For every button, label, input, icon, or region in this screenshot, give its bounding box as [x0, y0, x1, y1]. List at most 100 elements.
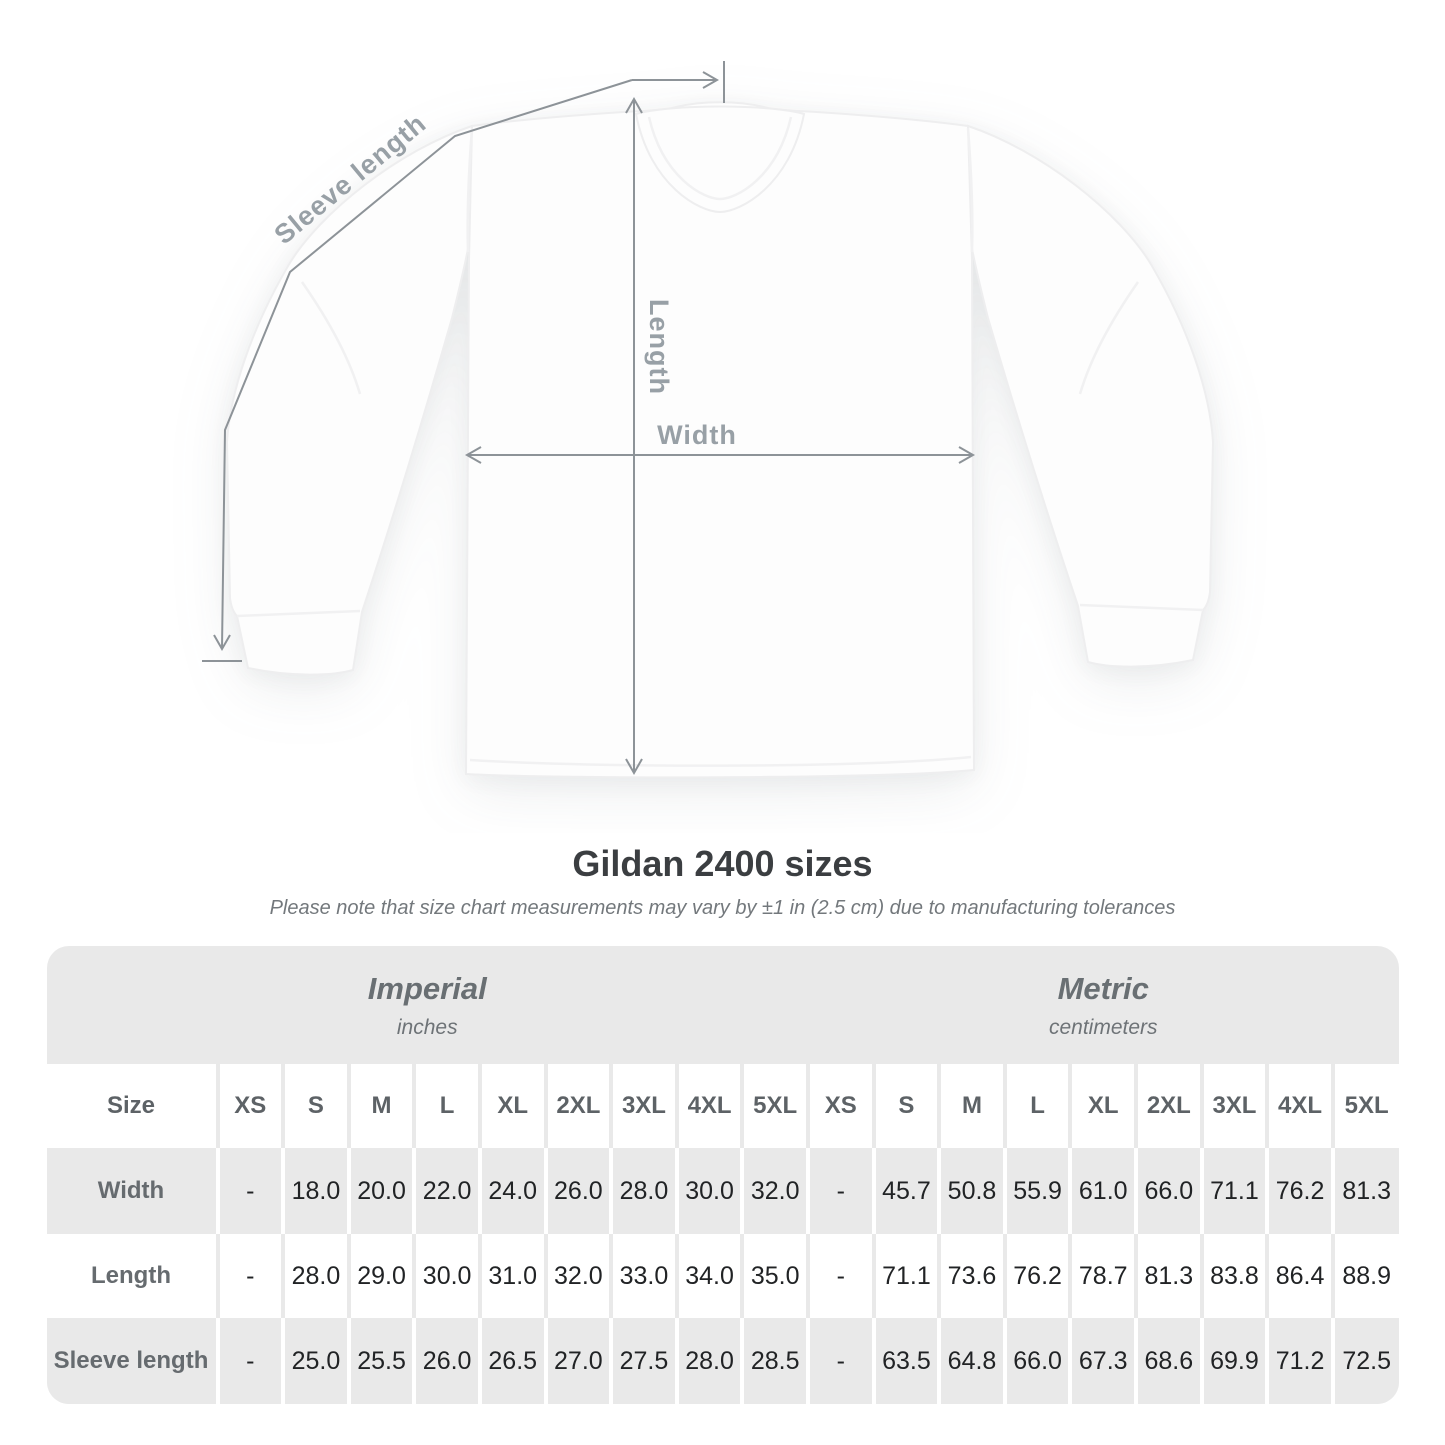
measurement-value: 26.0	[543, 1148, 612, 1234]
size-chart-card: Imperial inches Metric centimeters Size …	[46, 946, 1399, 1404]
shirt-measurement-figure: Sleeve length Length Width	[202, 61, 1215, 779]
measurement-value: 71.2	[1265, 1318, 1333, 1404]
size-col-header: XL	[1068, 1064, 1137, 1148]
measurement-value: -	[215, 1318, 284, 1404]
measurement-value: 81.3	[1134, 1234, 1202, 1318]
size-col-header: S	[871, 1064, 940, 1148]
measurement-value: 78.7	[1068, 1234, 1137, 1318]
size-label: Size	[106, 1092, 156, 1119]
size-col-header: 2XL	[543, 1064, 612, 1148]
measurement-value: 32.0	[543, 1234, 612, 1318]
measurement-value: 22.0	[412, 1148, 480, 1234]
measurement-value: 68.6	[1134, 1318, 1202, 1404]
measurement-value: 25.0	[281, 1318, 349, 1404]
imperial-group-title: Imperial	[367, 970, 487, 1006]
measurement-value: 26.5	[477, 1318, 546, 1404]
measurement-value: -	[805, 1234, 874, 1318]
measurement-value: 18.0	[281, 1148, 349, 1234]
shirt-collar	[634, 105, 806, 214]
left-sleeve-fold	[300, 281, 362, 395]
measurement-value: 28.0	[281, 1234, 349, 1318]
width-arrow	[464, 446, 976, 464]
measurement-value: 31.0	[477, 1234, 546, 1318]
metric-group-unit: centimeters	[1048, 1015, 1158, 1039]
row-label: Sleeve length	[53, 1347, 209, 1374]
size-table-body: Width -18.0 20.0 22.0 24.0 26.0 28.0 30.0 32.0-4…	[46, 1148, 1399, 1404]
size-col-header: L	[1002, 1064, 1071, 1148]
measurement-value: 27.0	[543, 1318, 612, 1404]
page-title: Gildan 2400 sizes	[572, 843, 873, 884]
measurement-value: 76.2	[1002, 1234, 1071, 1318]
measurement-row: Sleeve length -25.0 25.5 26.0 26.5 27.0 27.5 28…	[46, 1318, 1399, 1404]
size-col-header: 5XL	[1330, 1064, 1399, 1148]
measurement-value: 86.4	[1265, 1234, 1333, 1318]
measurement-value: 66.0	[1002, 1318, 1071, 1404]
length-arrow	[625, 96, 643, 776]
metric-group-header: Metric centimeters	[808, 946, 1399, 1064]
width-label: Width	[657, 420, 737, 450]
measurement-value: 55.9	[1002, 1148, 1071, 1234]
measurement-value: 28.0	[609, 1148, 677, 1234]
measurement-value: 71.1	[871, 1234, 940, 1318]
right-sleeve-fold	[1078, 281, 1140, 395]
measurement-value: -	[215, 1234, 284, 1318]
measurement-value: 83.8	[1199, 1234, 1268, 1318]
measurement-value: 32.0	[740, 1148, 808, 1234]
measurement-value: 29.0	[346, 1234, 415, 1318]
row-label: Length	[91, 1262, 171, 1289]
measurement-value: 45.7	[871, 1148, 940, 1234]
size-table: Imperial inches Metric centimeters Size …	[46, 946, 1399, 1404]
hem-line	[469, 755, 972, 767]
measurement-value: 76.2	[1265, 1148, 1333, 1234]
measurement-value: 63.5	[871, 1318, 940, 1404]
sleeve-length-arrow	[202, 61, 725, 662]
size-col-header: XS	[805, 1064, 874, 1148]
measurement-value: 66.0	[1134, 1148, 1202, 1234]
metric-group-title: Metric	[1057, 970, 1149, 1006]
measurement-row: Width -18.0 20.0 22.0 24.0 26.0 28.0 30.0 32.0-4…	[46, 1148, 1399, 1234]
measurement-value: 81.3	[1330, 1148, 1399, 1234]
right-shoulder-seam	[966, 127, 974, 253]
measurement-value: 88.9	[1330, 1234, 1399, 1318]
measurement-value: 61.0	[1068, 1148, 1137, 1234]
size-col-header: M	[346, 1064, 415, 1148]
measurement-value: 30.0	[412, 1234, 480, 1318]
collar-seam	[647, 116, 793, 201]
measurement-arrows	[202, 61, 976, 776]
size-col-header: L	[412, 1064, 480, 1148]
size-col-header: 3XL	[609, 1064, 677, 1148]
measurement-value: 20.0	[346, 1148, 415, 1234]
measurement-value: 30.0	[674, 1148, 743, 1234]
size-col-header: 4XL	[1265, 1064, 1333, 1148]
measurement-value: 33.0	[609, 1234, 677, 1318]
measurement-value: 67.3	[1068, 1318, 1137, 1404]
measurement-value: 25.5	[346, 1318, 415, 1404]
imperial-group-unit: inches	[396, 1015, 458, 1039]
measurement-value: 28.0	[674, 1318, 743, 1404]
shirt-diagram: Sleeve length Length Width	[202, 61, 1215, 779]
measurement-value: 26.0	[412, 1318, 480, 1404]
size-col-header: XL	[477, 1064, 546, 1148]
measurement-value: 50.8	[937, 1148, 1005, 1234]
measurement-value: 34.0	[674, 1234, 743, 1318]
measurement-value: -	[805, 1318, 874, 1404]
measurement-row: Length -28.0 29.0 30.0 31.0 32.0 33.0 34.0 35.0-…	[46, 1234, 1399, 1318]
measurement-value: 73.6	[937, 1234, 1005, 1318]
size-col-header: 4XL	[674, 1064, 743, 1148]
shirt-left-sleeve	[225, 124, 474, 676]
heading: Gildan 2400 sizes Please note that size …	[0, 843, 1445, 920]
size-col-header: 5XL	[740, 1064, 808, 1148]
measurement-value: 69.9	[1199, 1318, 1268, 1404]
measurement-value: 71.1	[1199, 1148, 1268, 1234]
measurement-value: 28.5	[740, 1318, 808, 1404]
left-shoulder-seam	[466, 127, 474, 253]
measurement-value: -	[805, 1148, 874, 1234]
size-col-header: 2XL	[1134, 1064, 1202, 1148]
length-label: Length	[644, 299, 674, 395]
size-col-header: M	[937, 1064, 1005, 1148]
measurement-value: 35.0	[740, 1234, 808, 1318]
measurement-value: 24.0	[477, 1148, 546, 1234]
tolerance-note: Please note that size chart measurements…	[269, 897, 1176, 919]
imperial-group-header: Imperial inches	[47, 946, 808, 1064]
row-label: Width	[97, 1177, 165, 1204]
